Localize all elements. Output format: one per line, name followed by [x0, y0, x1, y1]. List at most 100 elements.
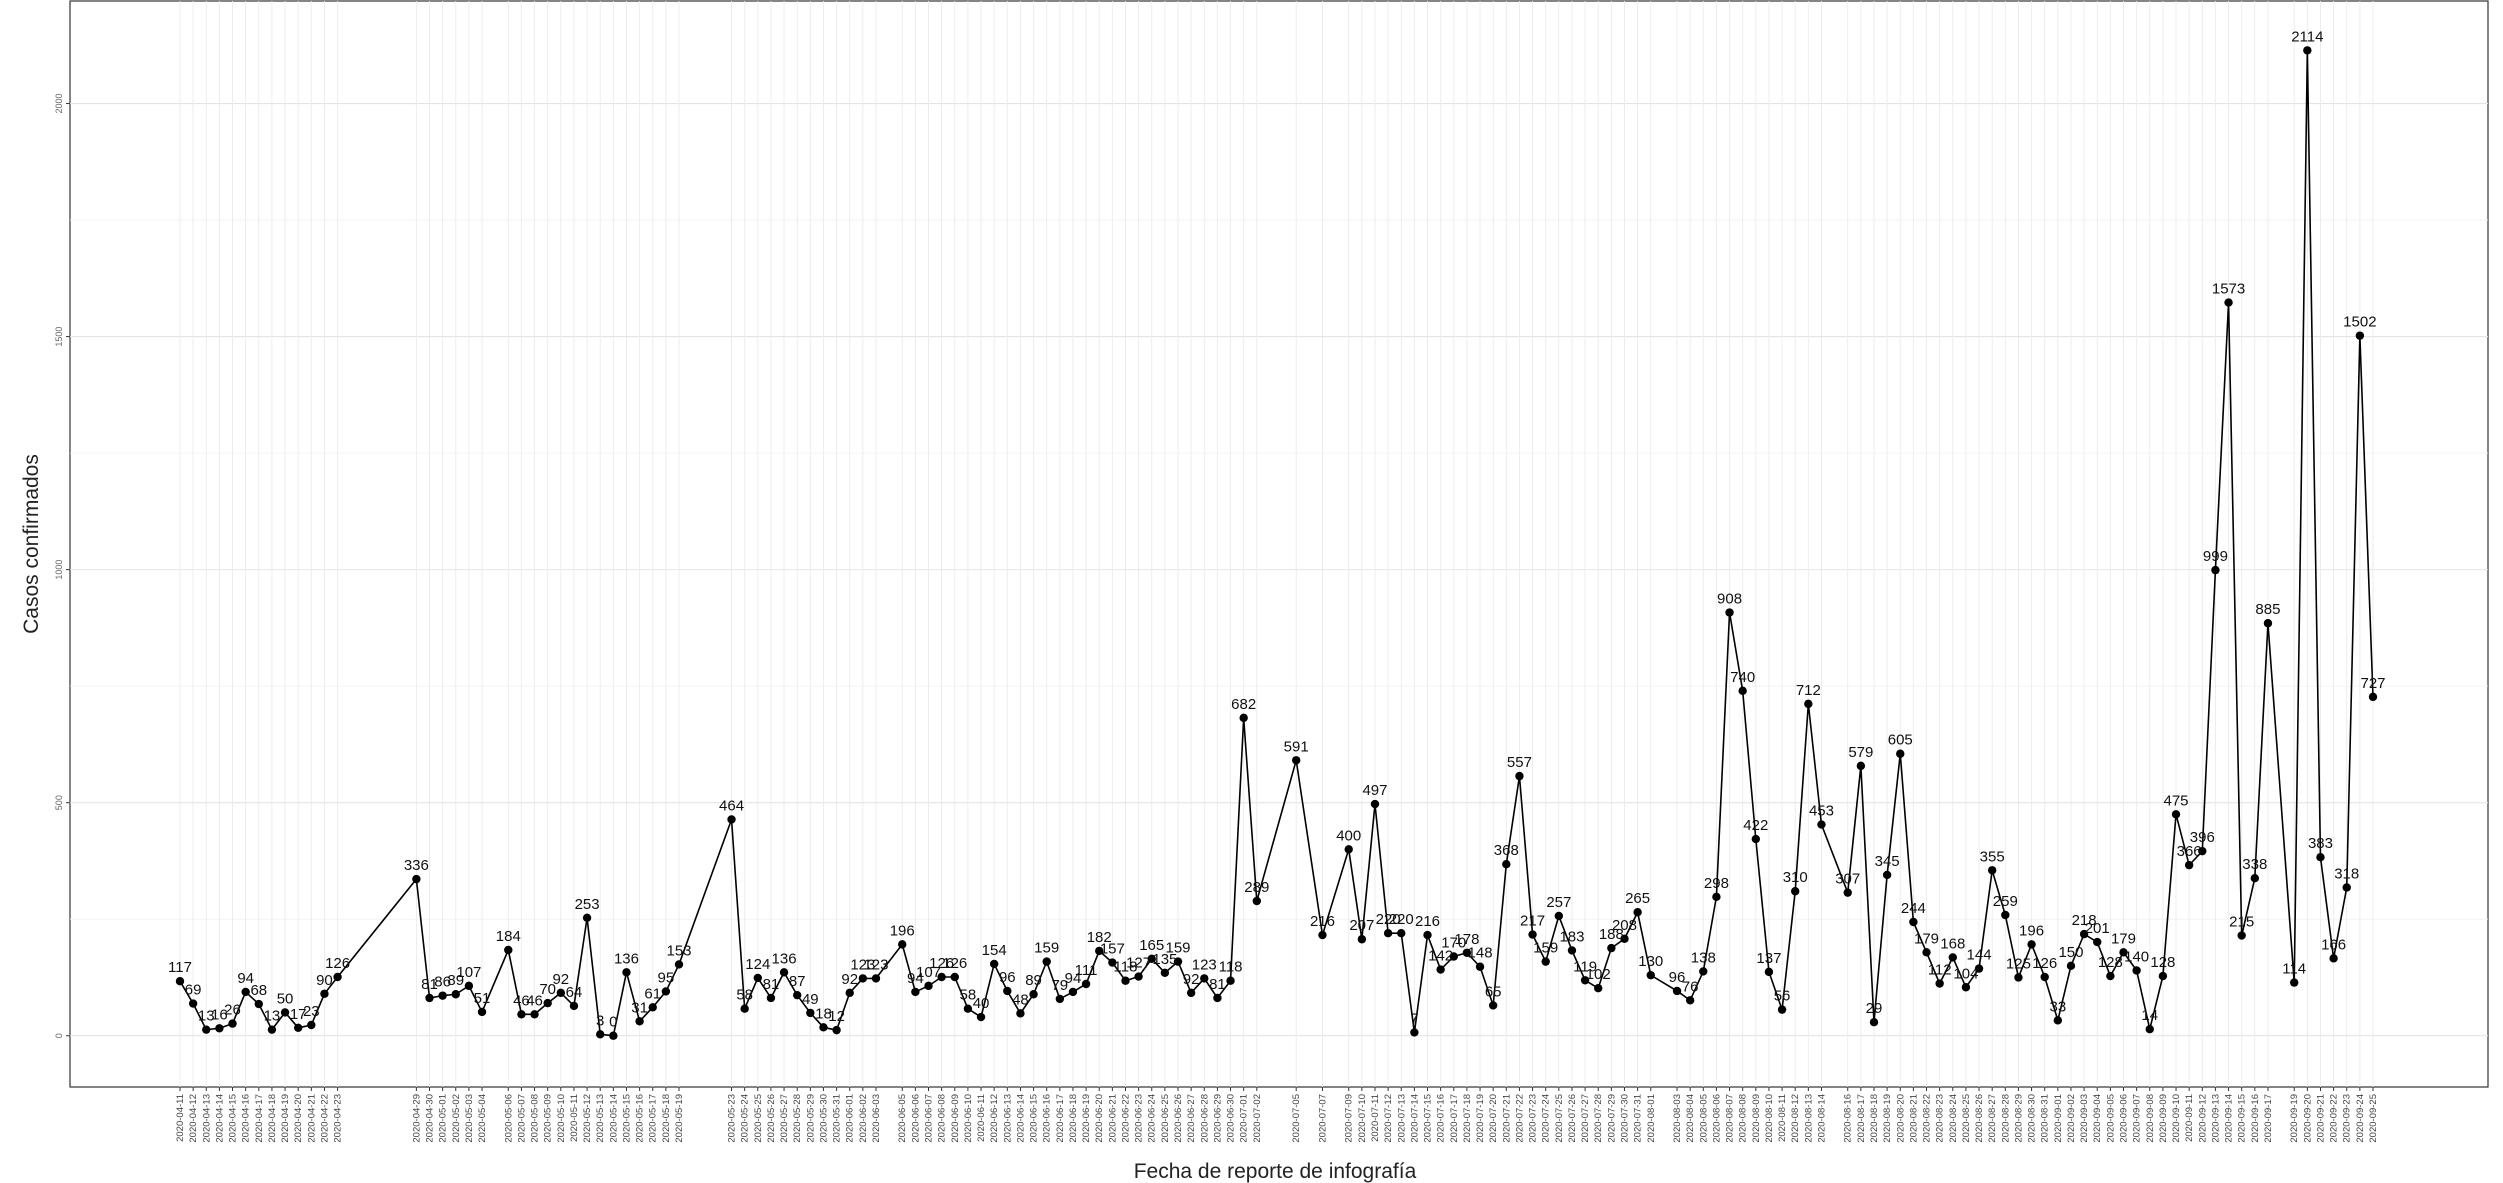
x-tick-label: 2020-08-01: [1646, 1094, 1657, 1143]
data-point: [267, 1025, 277, 1034]
data-label: 220: [1376, 911, 1401, 928]
data-point: [215, 1024, 224, 1033]
data-point: [1567, 946, 1577, 955]
data-label: 89: [1025, 972, 1042, 989]
data-label: 400: [1336, 827, 1361, 844]
x-tick-label: 2020-07-09: [1344, 1094, 1355, 1143]
data-point: [596, 1030, 605, 1039]
data-point: [1515, 771, 1524, 781]
data-point: [2368, 692, 2378, 702]
x-tick-label: 2020-07-27: [1580, 1094, 1591, 1143]
data-label: 136: [614, 950, 639, 967]
data-point: [1607, 943, 1616, 953]
x-tick-label: 2020-06-10: [963, 1094, 974, 1143]
data-label: 605: [1888, 732, 1913, 749]
x-tick-label: 2020-08-05: [1698, 1094, 1709, 1143]
x-tick-label: 2020-09-21: [2315, 1094, 2326, 1143]
data-point: [1856, 761, 1866, 771]
data-label: 188: [1599, 926, 1624, 943]
data-label: 7: [1410, 1010, 1418, 1027]
data-point: [648, 1003, 657, 1012]
x-tick-label: 2020-08-16: [1843, 1094, 1854, 1143]
data-label: 126: [2032, 955, 2057, 972]
x-tick-label: 2020-07-21: [1501, 1094, 1512, 1143]
y-axis-ticks: 0 500 1000 1500 2000: [54, 94, 70, 1038]
x-tick-label: 2020-08-21: [1908, 1094, 1919, 1143]
x-tick-label: 2020-08-07: [1725, 1094, 1736, 1143]
x-tick-label: 2020-07-17: [1449, 1094, 1460, 1143]
x-tick-label: 2020-08-27: [1987, 1094, 1998, 1143]
x-tick-label: 2020-08-13: [1803, 1094, 1814, 1143]
data-label: 207: [1349, 917, 1374, 934]
data-label: 123: [1192, 956, 1217, 973]
data-label: 81: [421, 976, 438, 993]
x-tick-label: 2020-05-26: [766, 1094, 777, 1143]
data-point: [609, 1031, 618, 1040]
data-label: 712: [1796, 682, 1821, 699]
data-label: 117: [168, 959, 192, 976]
data-label: 182: [1087, 929, 1112, 946]
x-tick-label: 2020-06-27: [1186, 1094, 1197, 1143]
data-label: 49: [802, 991, 819, 1008]
x-tick-label: 2020-07-20: [1488, 1094, 1499, 1143]
x-tick-label: 2020-05-10: [556, 1094, 567, 1143]
data-label: 56: [1774, 988, 1791, 1005]
data-label: 18: [815, 1005, 832, 1022]
x-tick-label: 2020-06-07: [924, 1094, 935, 1143]
data-label: 591: [1284, 738, 1309, 755]
data-point: [293, 1023, 303, 1033]
data-label: 3: [596, 1012, 604, 1029]
x-tick-label: 2020-09-11: [2184, 1094, 2195, 1142]
data-point: [753, 973, 762, 983]
data-point: [2040, 972, 2049, 982]
data-label: 51: [474, 990, 491, 1007]
data-point: [779, 968, 789, 977]
x-tick-label: 2020-05-15: [621, 1094, 632, 1143]
data-label: 138: [1691, 949, 1716, 966]
x-tick-label: 2020-09-15: [2237, 1094, 2248, 1143]
data-point: [1186, 988, 1196, 998]
data-point: [1738, 686, 1747, 696]
data-label: 217: [1520, 913, 1545, 930]
x-tick-label: 2020-06-08: [937, 1094, 948, 1143]
x-axis-title: Fecha de reporte de infografía: [1134, 1160, 1417, 1183]
data-label: 92: [1183, 971, 1200, 988]
data-point: [1777, 1005, 1787, 1014]
data-label: 298: [1704, 875, 1729, 892]
data-label: 58: [736, 987, 753, 1004]
data-point: [1147, 954, 1156, 964]
data-point: [1016, 1009, 1025, 1018]
data-label: 94: [1065, 970, 1082, 987]
data-label: 111: [1075, 962, 1098, 979]
data-point: [1029, 990, 1038, 999]
data-point: [766, 993, 776, 1003]
data-point: [2290, 978, 2299, 987]
data-label: 885: [2255, 601, 2280, 618]
x-tick-label: 2020-09-08: [2145, 1094, 2156, 1143]
data-point: [1685, 996, 1695, 1005]
data-label: 166: [2321, 936, 2346, 953]
x-tick-label: 2020-08-12: [1790, 1094, 1801, 1143]
data-point: [2263, 619, 2273, 628]
x-tick-label: 2020-09-01: [2053, 1094, 2064, 1143]
data-point: [1449, 952, 1458, 961]
data-point: [280, 1008, 290, 1017]
data-label: 196: [890, 922, 915, 939]
x-tick-label: 2020-06-22: [1120, 1094, 1131, 1143]
x-tick-label: 2020-06-21: [1107, 1094, 1118, 1143]
x-tick-label: 2020-05-13: [595, 1094, 606, 1143]
x-tick-label: 2020-06-23: [1134, 1094, 1145, 1143]
x-tick-label: 2020-04-18: [267, 1094, 278, 1143]
data-point: [1804, 699, 1813, 709]
x-tick-label: 2020-08-29: [2013, 1094, 2024, 1143]
data-label: 112: [1928, 962, 1952, 979]
y-tick-label: 2000: [54, 94, 64, 114]
x-tick-label: 2020-05-30: [818, 1094, 829, 1143]
x-tick-label: 2020-07-10: [1357, 1094, 1368, 1143]
data-label: 128: [2150, 954, 2175, 971]
data-point: [556, 988, 566, 998]
data-label: 727: [2360, 675, 2385, 692]
data-point: [2158, 971, 2168, 981]
data-label: 999: [2203, 548, 2228, 565]
x-tick-label: 2020-09-19: [2289, 1094, 2300, 1143]
